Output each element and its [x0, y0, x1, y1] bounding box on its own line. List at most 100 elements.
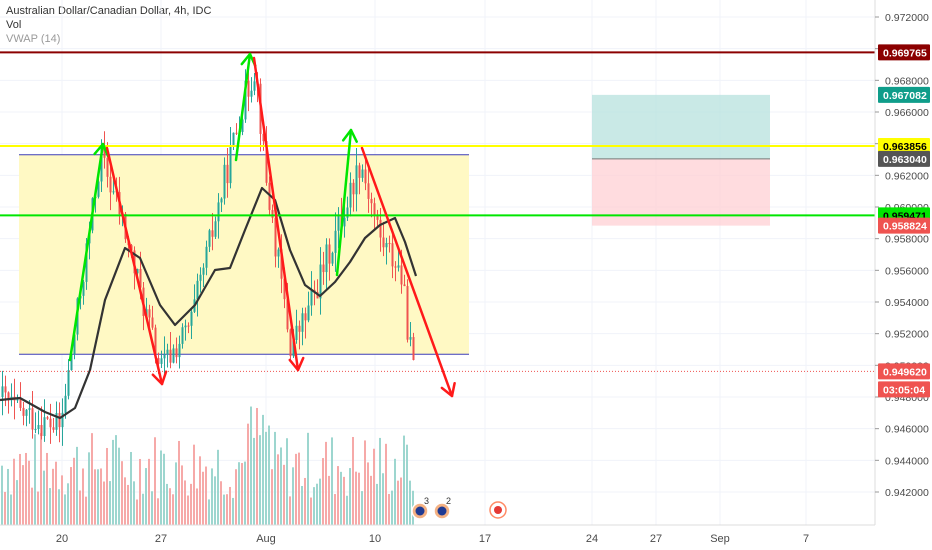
time-axis-label: Sep [710, 533, 730, 545]
candle-body [154, 327, 157, 359]
volume-bar [22, 465, 24, 525]
volume-bar [340, 471, 342, 525]
volume-bar [64, 494, 66, 525]
price-axis-label: 0.956000 [885, 265, 929, 277]
volume-bar [31, 487, 33, 525]
candle-body [22, 407, 25, 416]
time-axis-label: Aug [256, 533, 276, 545]
volume-bar [25, 452, 27, 525]
volume-bar [376, 483, 378, 525]
flag-event-icon-inner [415, 506, 425, 516]
volume-bar [67, 483, 69, 525]
candle-body [217, 202, 220, 222]
candle-body [319, 264, 322, 299]
candle-body [184, 325, 187, 328]
volume-bar [187, 495, 189, 525]
candle-body [211, 230, 214, 237]
volume-bar [7, 468, 9, 525]
price-label-text: 0.958824 [883, 221, 927, 233]
arrow-up-head [93, 142, 110, 158]
volume-bar [130, 451, 132, 525]
arrow-down-head [288, 356, 305, 372]
volume-bar [352, 436, 354, 525]
chart-legend: Australian Dollar/Canadian Dollar, 4h, I… [6, 4, 211, 46]
volume-bar [226, 494, 228, 525]
volume-bar [394, 458, 396, 525]
volume-bar [79, 490, 81, 525]
candle-body [265, 141, 268, 183]
candle-body [325, 244, 328, 273]
volume-bar [247, 423, 249, 525]
volume-bar [58, 489, 60, 525]
candle-body [7, 392, 10, 401]
candle-body [52, 427, 55, 430]
candle-body [397, 265, 400, 268]
candle-body [175, 348, 178, 358]
candle-body [46, 417, 49, 419]
volume-bar [73, 457, 75, 525]
volume-bar [223, 494, 225, 525]
volume-bar [361, 491, 363, 525]
volume-bar [367, 462, 369, 525]
candle-body [352, 182, 355, 195]
volume-bar [307, 432, 309, 525]
price-label-badge [878, 381, 930, 398]
volume-bar [409, 480, 411, 525]
volume-bar [382, 473, 384, 525]
volume-bar [40, 433, 42, 525]
volume-bar [337, 466, 339, 525]
volume-bar [82, 468, 84, 525]
volume-bar [85, 496, 87, 525]
candle-body [253, 81, 256, 91]
candle-body [337, 215, 340, 231]
candle-body [277, 249, 280, 257]
candle-body [298, 325, 301, 332]
price-axis-label: 0.968000 [885, 75, 929, 87]
candle-body [178, 343, 181, 358]
candle-body [196, 280, 199, 300]
candle-body [220, 198, 223, 203]
candle-body [361, 169, 364, 178]
candle-body [406, 286, 409, 340]
arrow-up-head [341, 128, 358, 143]
volume-bar [106, 447, 108, 525]
vwap-line [0, 186, 418, 420]
candle-body [229, 145, 232, 184]
candle-body [286, 299, 289, 330]
price-label-text: 03:05:04 [883, 384, 925, 396]
candle-body [25, 409, 28, 416]
volume-bar [283, 464, 285, 525]
volume-bar [397, 480, 399, 525]
price-axis-label: 0.966000 [885, 107, 929, 119]
candle-body [358, 165, 361, 178]
candle-body [202, 267, 205, 275]
volume-bar [121, 461, 123, 525]
candle-body [280, 249, 283, 279]
arrow-down [360, 146, 454, 398]
price-axis-label: 0.942000 [885, 487, 929, 499]
price-axis-label: 0.962000 [885, 170, 929, 182]
volume-bar [16, 480, 18, 525]
candle-body [1, 386, 4, 397]
candle-body [61, 412, 64, 428]
volume-bar [379, 437, 381, 525]
candle-body [82, 281, 85, 296]
volume-bar [268, 425, 270, 525]
candle-body [391, 243, 394, 267]
candle-body [31, 408, 34, 430]
candle-body [43, 417, 46, 437]
candle-body [19, 397, 22, 408]
candle-body [106, 157, 109, 177]
volume-bar [70, 467, 72, 525]
volume-bar [202, 471, 204, 525]
volume-bar [178, 440, 180, 525]
flag-event-icon-inner [494, 506, 502, 514]
arrow-up [68, 142, 105, 362]
volume-bar [151, 491, 153, 525]
candle-body [187, 325, 190, 327]
candle-body [109, 176, 112, 193]
arrow-down [252, 56, 300, 372]
volume-bar [166, 483, 168, 525]
price-label-text: 0.963040 [883, 154, 927, 166]
